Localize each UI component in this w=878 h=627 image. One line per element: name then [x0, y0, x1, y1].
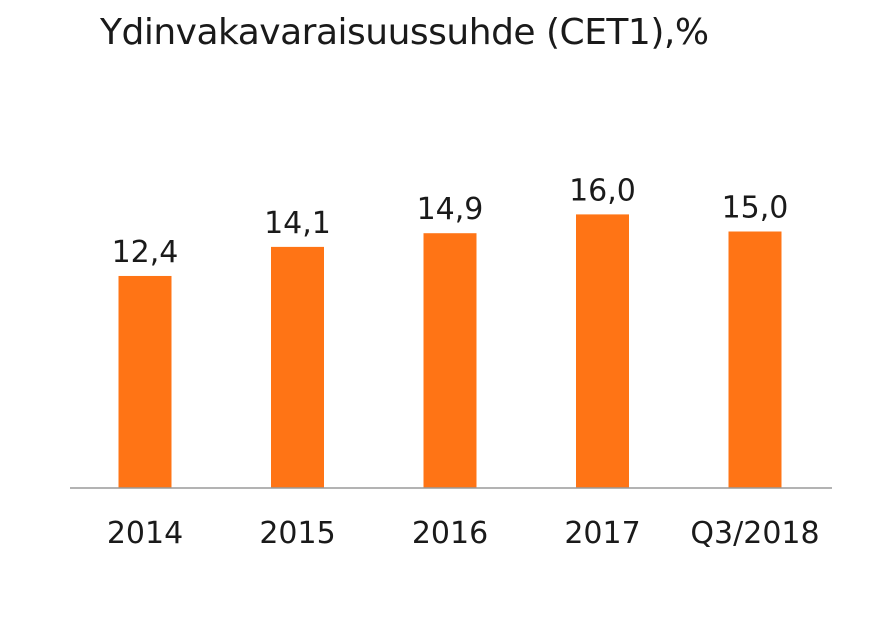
- x-tick-label: 2017: [564, 516, 640, 551]
- x-tick-label: Q3/2018: [690, 516, 819, 551]
- value-label: 12,4: [112, 235, 179, 270]
- value-label: 14,9: [417, 192, 484, 227]
- x-tick-labels-layer: 2014 2015 2016 2017 Q3/2018: [107, 516, 820, 551]
- x-tick-label: 2014: [107, 516, 183, 551]
- value-labels-layer: 12,4 14,1 14,9 16,0 15,0: [112, 173, 789, 270]
- bar-2016: [423, 233, 477, 488]
- value-label: 14,1: [264, 206, 331, 241]
- chart-title: Ydinvakavaraisuussuhde (CET1),%: [100, 12, 709, 53]
- value-label: 16,0: [569, 173, 636, 208]
- bar-2017: [576, 214, 629, 488]
- x-tick-label: 2015: [259, 516, 335, 551]
- x-tick-label: 2016: [412, 516, 488, 551]
- bar-q3-2018: [728, 231, 782, 488]
- bar-2014: [118, 275, 172, 488]
- value-label: 15,0: [722, 191, 789, 226]
- bar-2015: [271, 246, 324, 488]
- bars-layer: [118, 214, 782, 488]
